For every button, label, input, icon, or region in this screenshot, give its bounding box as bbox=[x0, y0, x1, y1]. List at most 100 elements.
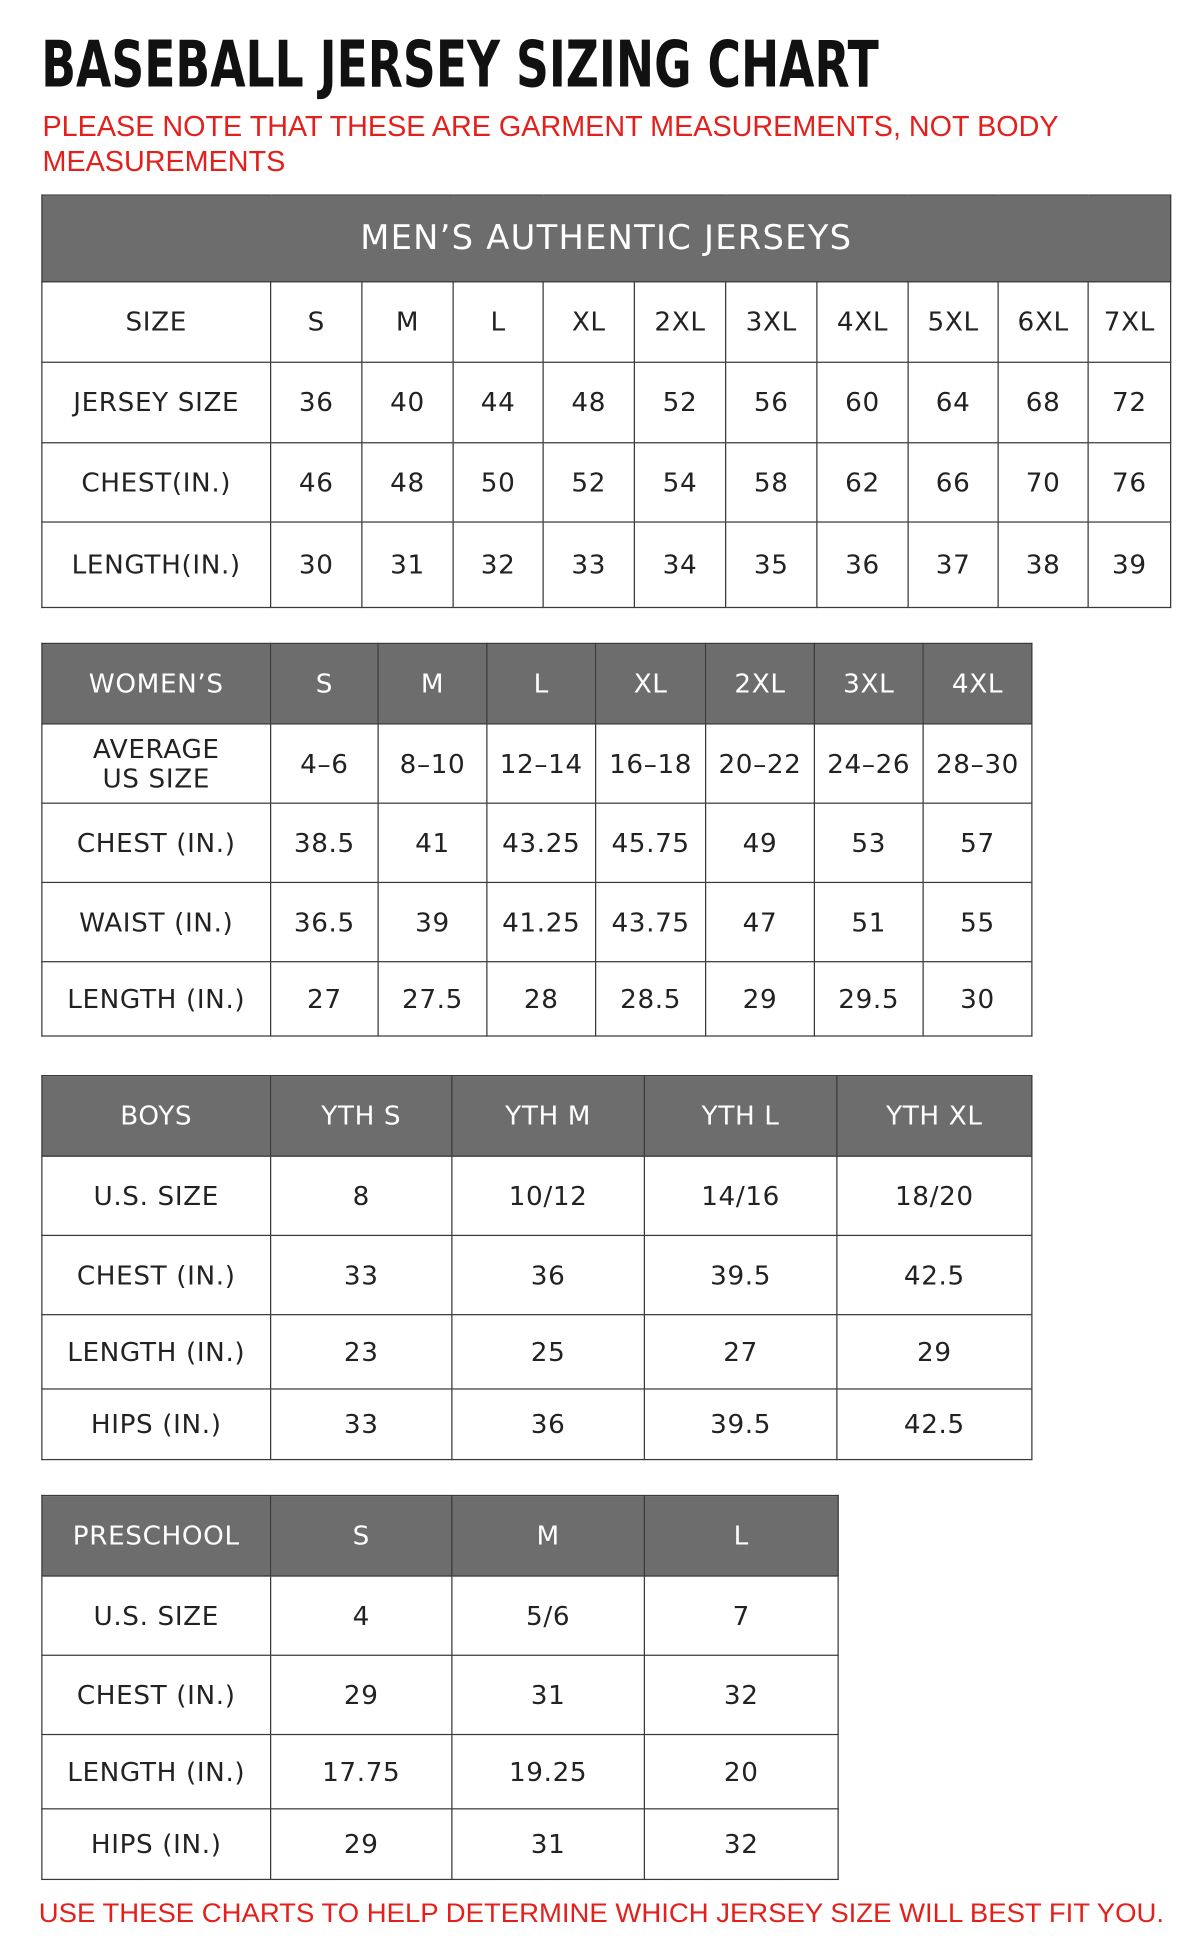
row-label: LENGTH (IN.) bbox=[41, 1314, 272, 1390]
cell: 54 bbox=[633, 442, 727, 523]
header-cell: 3XL bbox=[813, 642, 924, 725]
cell: 48 bbox=[542, 361, 635, 444]
cell: 28.5 bbox=[595, 961, 707, 1037]
size-table: PRESCHOOL S M L U.S. SIZE 4 5/6 7 CHEST (IN.) 29 3… bbox=[41, 1494, 839, 1881]
cell: 20 bbox=[643, 1733, 839, 1810]
cell: 66 bbox=[907, 442, 999, 523]
row-label: CHEST (IN.) bbox=[41, 802, 272, 884]
row-label: HIPS (IN.) bbox=[41, 1808, 272, 1881]
data-row: LENGTH (IN.) 27 27.5 28 28.5 29 29.5 30 bbox=[41, 961, 1033, 1037]
cell: 68 bbox=[997, 361, 1089, 444]
cell: 46 bbox=[270, 442, 363, 523]
data-row: LENGTH (IN.) 23 25 27 29 bbox=[41, 1314, 1033, 1390]
cell: 40 bbox=[361, 361, 454, 444]
header-row: PRESCHOOL S M L bbox=[41, 1494, 839, 1577]
cell: 57 bbox=[922, 802, 1033, 884]
header-row: BOYS YTH S YTH M YTH L YTH XL bbox=[41, 1075, 1033, 1157]
cell: 47 bbox=[705, 881, 815, 963]
cell: 31 bbox=[451, 1654, 645, 1736]
cell: 14/16 bbox=[643, 1155, 838, 1237]
cell: 62 bbox=[816, 442, 909, 523]
cell: 51 bbox=[813, 881, 924, 963]
cell: 33 bbox=[270, 1388, 453, 1461]
header-cell: M bbox=[377, 642, 488, 725]
cell: 18/20 bbox=[836, 1155, 1033, 1237]
data-row: U.S. SIZE 4 5/6 7 bbox=[41, 1575, 839, 1656]
size-table: WOMEN’S S M L XL 2XL 3XL 4XL AVERAGE US SIZE 4–6 8… bbox=[41, 642, 1033, 1037]
row-label: CHEST (IN.) bbox=[41, 1654, 272, 1736]
cell: 45.75 bbox=[595, 802, 707, 884]
cell: 41 bbox=[377, 802, 488, 884]
header-cell: 6XL bbox=[997, 281, 1089, 363]
data-row: HIPS (IN.) 29 31 32 bbox=[41, 1808, 839, 1881]
row-label: CHEST (IN.) bbox=[41, 1234, 272, 1316]
header-cell: L bbox=[452, 281, 544, 363]
cell: 50 bbox=[452, 442, 544, 523]
header-cell: YTH XL bbox=[836, 1075, 1033, 1157]
header-cell: 4XL bbox=[816, 281, 909, 363]
data-row: CHEST(IN.) 46 48 50 52 54 58 62 66 70 76 bbox=[41, 442, 1172, 523]
cell: 20–22 bbox=[705, 723, 815, 804]
title-row: MEN’S AUTHENTIC JERSEYS bbox=[41, 194, 1172, 283]
header-cell: YTH L bbox=[643, 1075, 838, 1157]
cell: 38 bbox=[997, 521, 1089, 609]
header-cell: BOYS bbox=[41, 1075, 272, 1157]
cell: 36 bbox=[816, 521, 909, 609]
size-table: BOYS YTH S YTH M YTH L YTH XL U.S. SIZE 8 10/12… bbox=[41, 1075, 1033, 1461]
header-cell: M bbox=[361, 281, 454, 363]
cell: 8 bbox=[270, 1155, 453, 1237]
cell: 64 bbox=[907, 361, 999, 444]
cell: 12–14 bbox=[486, 723, 597, 804]
cell: 32 bbox=[643, 1654, 839, 1736]
cell: 27 bbox=[643, 1314, 838, 1390]
cell: 17.75 bbox=[270, 1733, 453, 1810]
cell: 52 bbox=[542, 442, 635, 523]
header-row: SIZE S M L XL 2XL 3XL 4XL 5XL 6XL 7XL bbox=[41, 281, 1172, 363]
row-label: CHEST(IN.) bbox=[41, 442, 272, 523]
data-row: LENGTH (IN.) 17.75 19.25 20 bbox=[41, 1733, 839, 1810]
header-cell: SIZE bbox=[41, 281, 272, 363]
row-label: LENGTH (IN.) bbox=[41, 961, 272, 1037]
cell: 30 bbox=[270, 521, 363, 609]
cell: 27 bbox=[270, 961, 379, 1037]
cell: 4–6 bbox=[270, 723, 379, 804]
data-row: CHEST (IN.) 33 36 39.5 42.5 bbox=[41, 1234, 1033, 1316]
cell: 39.5 bbox=[643, 1388, 838, 1461]
cell: 24–26 bbox=[813, 723, 924, 804]
header-cell: 4XL bbox=[922, 642, 1033, 725]
cell: 37 bbox=[907, 521, 999, 609]
cell: 48 bbox=[361, 442, 454, 523]
cell: 28–30 bbox=[922, 723, 1033, 804]
data-row: CHEST (IN.) 29 31 32 bbox=[41, 1654, 839, 1736]
cell: 44 bbox=[452, 361, 544, 444]
header-cell: 7XL bbox=[1087, 281, 1172, 363]
cell: 16–18 bbox=[595, 723, 707, 804]
data-row: HIPS (IN.) 33 36 39.5 42.5 bbox=[41, 1388, 1033, 1461]
row-label: WAIST (IN.) bbox=[41, 881, 272, 963]
cell: 29 bbox=[836, 1314, 1033, 1390]
cell: 29.5 bbox=[813, 961, 924, 1037]
cell: 70 bbox=[997, 442, 1089, 523]
cell: 43.75 bbox=[595, 881, 707, 963]
cell: 29 bbox=[270, 1808, 453, 1881]
cell: 36 bbox=[451, 1388, 645, 1461]
header-cell: M bbox=[451, 1494, 645, 1577]
header-cell: XL bbox=[595, 642, 707, 725]
header-cell: S bbox=[270, 281, 363, 363]
cell: 49 bbox=[705, 802, 815, 884]
cell: 55 bbox=[922, 881, 1033, 963]
header-cell: YTH S bbox=[270, 1075, 453, 1157]
cell: 29 bbox=[270, 1654, 453, 1736]
row-label: AVERAGE US SIZE bbox=[41, 723, 272, 804]
cell: 76 bbox=[1087, 442, 1172, 523]
header-cell: S bbox=[270, 1494, 453, 1577]
cell: 52 bbox=[633, 361, 727, 444]
cell: 38.5 bbox=[270, 802, 379, 884]
header-cell: S bbox=[270, 642, 379, 725]
row-label: JERSEY SIZE bbox=[41, 361, 272, 444]
cell: 58 bbox=[725, 442, 818, 523]
cell: 32 bbox=[643, 1808, 839, 1881]
cell: 30 bbox=[922, 961, 1033, 1037]
cell: 39.5 bbox=[643, 1234, 838, 1316]
table-title: MEN’S AUTHENTIC JERSEYS bbox=[41, 194, 1172, 283]
